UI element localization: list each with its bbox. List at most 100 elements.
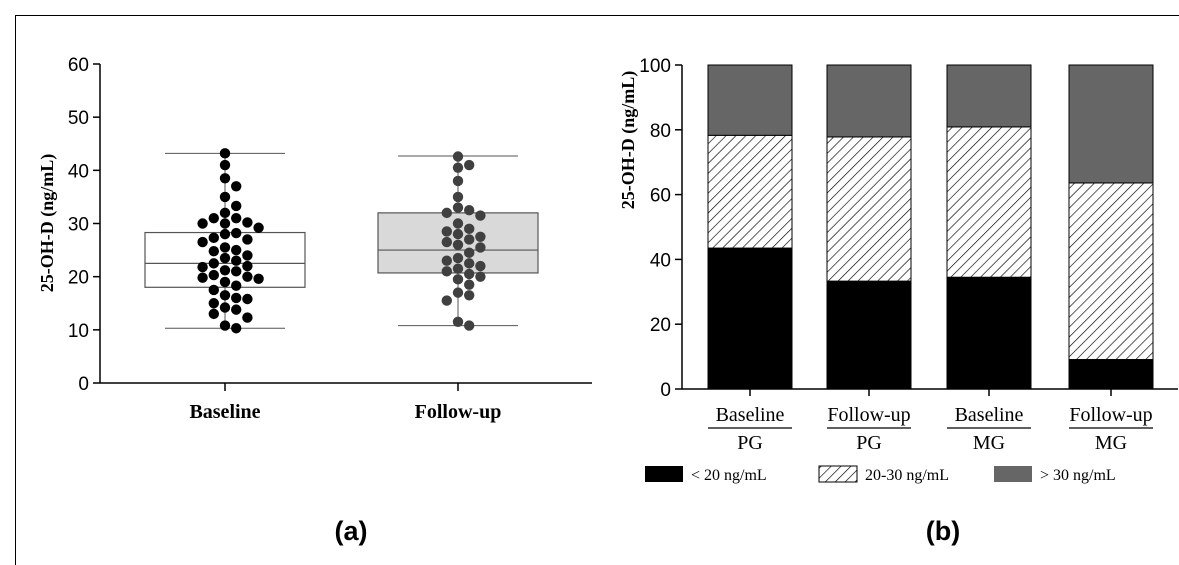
- data-point: [197, 236, 208, 248]
- data-point: [242, 293, 253, 305]
- bar-segment-above-30: [826, 64, 912, 138]
- data-point: [231, 266, 242, 277]
- data-point: [231, 292, 242, 304]
- data-point: [452, 218, 464, 229]
- data-point: [464, 223, 475, 235]
- bar-segment-below-20: [826, 280, 912, 390]
- data-point: [242, 217, 253, 228]
- bar-segment-20-30: [1068, 182, 1154, 361]
- panel-b-y-axis-label: 25-OH-D (ng/mL): [618, 71, 639, 210]
- data-point: [441, 207, 452, 219]
- bar-segment-below-20: [946, 276, 1032, 390]
- y-tick-label: 60: [68, 55, 89, 76]
- legend-item: > 30 ng/mL: [994, 466, 1116, 484]
- data-point: [231, 323, 242, 334]
- panel-b-y-axis: 0 20 40 60 80 100: [639, 56, 1178, 401]
- data-point: [219, 252, 231, 264]
- data-point: [464, 159, 475, 171]
- data-point: [219, 191, 231, 203]
- data-point: [452, 287, 464, 298]
- data-point: [219, 242, 231, 253]
- legend-swatch: [994, 466, 1032, 482]
- x-category-follow-up: Follow-up: [415, 401, 502, 423]
- data-point: [197, 218, 208, 229]
- y-tick-label: 10: [68, 321, 89, 342]
- data-point: [197, 272, 208, 283]
- y-tick-label: 80: [650, 121, 671, 142]
- data-point: [208, 284, 219, 296]
- data-point: [242, 234, 253, 245]
- data-point: [452, 175, 464, 187]
- data-point: [208, 212, 219, 224]
- bar-segment-above-30: [707, 64, 793, 136]
- box-plot-panel: 25-OH-D (ng/mL) 0 10 20 30 40 50 60 Baseline F…: [37, 55, 592, 546]
- stacked-bar: [826, 64, 912, 390]
- data-point: [464, 234, 475, 245]
- x-category-line2: PG: [737, 432, 763, 454]
- data-point: [475, 260, 486, 272]
- data-point: [441, 255, 452, 266]
- data-point: [219, 265, 231, 276]
- x-category-line1: Baseline: [955, 404, 1024, 426]
- data-point: [475, 242, 486, 253]
- data-point: [242, 260, 253, 272]
- y-tick-label: 20: [68, 268, 89, 289]
- box-baseline: [144, 148, 306, 334]
- x-category-label: Follow-up PG: [827, 404, 911, 454]
- bar-segment-above-30: [946, 64, 1032, 128]
- data-point: [219, 218, 231, 229]
- data-point: [452, 151, 464, 162]
- stacked-bar: [1068, 64, 1154, 390]
- data-point: [231, 200, 242, 212]
- data-point: [231, 227, 242, 239]
- figure-frame: [15, 15, 1179, 565]
- panel-a-y-axis-label: 25-OH-D (ng/mL): [37, 154, 58, 293]
- data-point: [219, 276, 231, 288]
- y-tick-label: 100: [639, 56, 671, 77]
- data-point: [219, 173, 231, 184]
- data-point: [208, 298, 219, 309]
- data-point: [231, 255, 242, 266]
- panel-b-x-categories: BaselinePGFollow-upPGBaselineMGFollow-up…: [708, 404, 1153, 454]
- legend-label: < 20 ng/mL: [691, 467, 767, 484]
- data-point: [452, 252, 464, 264]
- data-point: [452, 191, 464, 203]
- legend-item: 20-30 ng/mL: [818, 465, 949, 484]
- y-tick-label: 0: [660, 380, 671, 401]
- data-point: [231, 212, 242, 224]
- box-follow-up: [377, 151, 539, 331]
- data-point: [242, 271, 253, 282]
- data-point: [441, 236, 452, 248]
- stacked-bar: [946, 64, 1032, 390]
- data-point: [208, 308, 219, 320]
- panel-a-boxes: [144, 148, 539, 334]
- data-point: [219, 159, 231, 171]
- x-category-line1: Baseline: [716, 404, 785, 426]
- data-point: [208, 245, 219, 257]
- data-point: [253, 222, 264, 233]
- data-point: [452, 228, 464, 240]
- bar-segment-below-20: [1068, 359, 1154, 390]
- data-point: [475, 231, 486, 242]
- data-point: [242, 312, 253, 323]
- bar-segment-20-30: [946, 126, 1032, 278]
- y-tick-label: 0: [78, 374, 89, 395]
- legend-swatch: [818, 465, 858, 483]
- panel-b-legend: < 20 ng/mL 20-30 ng/mL > 30 ng/mL: [645, 465, 1116, 484]
- x-category-line1: Follow-up: [1069, 404, 1152, 426]
- data-point: [452, 274, 464, 285]
- y-tick-label: 60: [650, 186, 671, 207]
- data-point: [231, 280, 242, 291]
- data-point: [464, 279, 475, 290]
- stacked-bar: [707, 64, 793, 390]
- data-point: [197, 261, 208, 273]
- x-category-label: Baseline MG: [947, 404, 1031, 454]
- data-point: [452, 162, 464, 173]
- data-point: [219, 302, 231, 313]
- y-tick-label: 20: [650, 315, 671, 336]
- data-point: [452, 202, 464, 213]
- y-tick-label: 50: [68, 108, 89, 129]
- x-category-line2: PG: [856, 432, 882, 454]
